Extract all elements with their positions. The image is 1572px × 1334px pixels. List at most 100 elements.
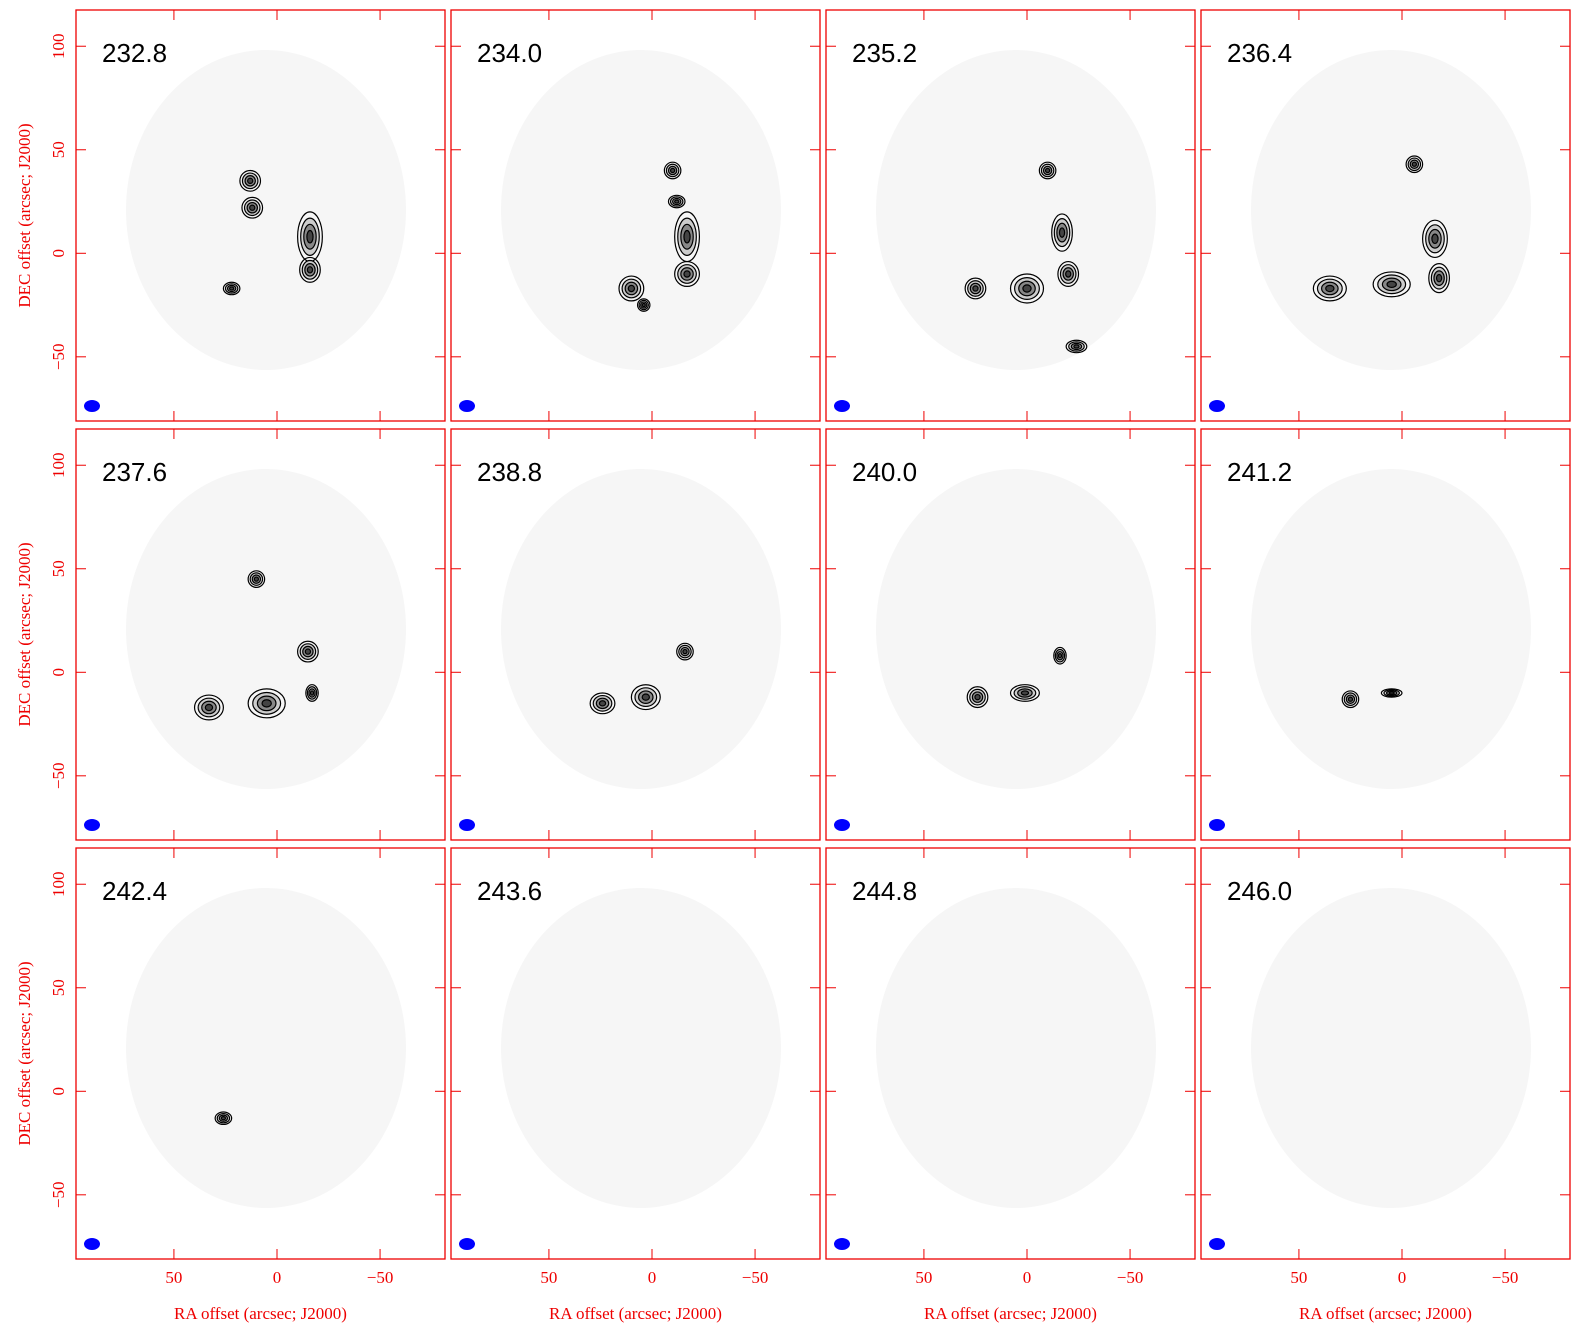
panel: 236.4 bbox=[1200, 9, 1571, 422]
x-tick-label: 0 bbox=[273, 1268, 282, 1287]
contour bbox=[1405, 155, 1424, 174]
y-tick-label: 50 bbox=[49, 979, 68, 996]
panel-frame bbox=[1200, 428, 1571, 841]
x-axis-label: RA offset (arcsec; J2000) bbox=[549, 1304, 722, 1323]
contour bbox=[220, 1116, 227, 1121]
beam bbox=[459, 819, 475, 831]
contour bbox=[1380, 688, 1403, 698]
contour bbox=[1065, 339, 1088, 354]
x-tick-label: 0 bbox=[1398, 1268, 1407, 1287]
contour bbox=[247, 688, 286, 719]
y-tick-label: −50 bbox=[49, 763, 68, 790]
contour bbox=[663, 161, 682, 180]
noise-field bbox=[126, 50, 406, 370]
x-tick-label: −50 bbox=[1117, 1268, 1144, 1287]
panel: 237.6 100 50 0 −50 DEC offset (arcsec; J2000) bbox=[15, 428, 446, 841]
contour bbox=[261, 699, 272, 708]
contour bbox=[305, 684, 319, 702]
x-tick-label: 50 bbox=[165, 1268, 182, 1287]
contour bbox=[239, 169, 262, 192]
beam bbox=[834, 819, 850, 831]
panel-frame bbox=[825, 9, 1196, 422]
contour bbox=[193, 694, 224, 721]
contour bbox=[964, 277, 987, 300]
noise-field bbox=[876, 888, 1156, 1208]
beam bbox=[84, 400, 100, 412]
contour bbox=[247, 570, 266, 588]
channel-label: 232.8 bbox=[102, 38, 167, 68]
contour bbox=[1038, 161, 1057, 180]
contour bbox=[1388, 691, 1395, 695]
contour bbox=[974, 693, 981, 701]
contour bbox=[1009, 684, 1040, 702]
contour bbox=[1428, 263, 1450, 294]
y-tick-label: 100 bbox=[49, 871, 68, 897]
panel-frame bbox=[825, 428, 1196, 841]
noise-field bbox=[876, 469, 1156, 789]
panel: 242.4 50 0 −50 100 50 0 −50 RA offset (arcsec; J… bbox=[15, 847, 446, 1323]
contour bbox=[306, 229, 314, 244]
noise-field bbox=[1251, 469, 1531, 789]
panel: 235.2 bbox=[825, 9, 1196, 422]
beam bbox=[1209, 400, 1225, 412]
noise-field bbox=[501, 50, 781, 370]
contour bbox=[1022, 284, 1032, 293]
contour bbox=[306, 266, 314, 274]
x-axis-label: RA offset (arcsec; J2000) bbox=[174, 1304, 347, 1323]
contour bbox=[1341, 690, 1360, 709]
contour bbox=[1053, 646, 1067, 665]
x-tick-label: 0 bbox=[648, 1268, 657, 1287]
contour bbox=[589, 692, 616, 715]
y-tick-label: −50 bbox=[49, 344, 68, 371]
contour bbox=[1372, 271, 1411, 298]
beam bbox=[834, 400, 850, 412]
beam bbox=[1209, 1238, 1225, 1250]
contour bbox=[636, 298, 651, 312]
contour bbox=[641, 302, 646, 308]
channel-label: 238.8 bbox=[477, 457, 542, 487]
channel-label: 234.0 bbox=[477, 38, 542, 68]
panel: 243.6 50 0 −50 RA offset (arcsec; J2000) bbox=[450, 847, 821, 1323]
y-axis-label: DEC offset (arcsec; J2000) bbox=[15, 542, 34, 726]
panel: 240.0 bbox=[825, 428, 1196, 841]
contour bbox=[683, 229, 691, 244]
noise-field bbox=[501, 469, 781, 789]
contour bbox=[249, 204, 256, 211]
y-tick-label: −50 bbox=[49, 1182, 68, 1209]
contour bbox=[1347, 696, 1354, 702]
x-axis-label: RA offset (arcsec; J2000) bbox=[924, 1304, 1097, 1323]
panel: 241.2 bbox=[1200, 428, 1571, 841]
contour bbox=[1435, 273, 1443, 283]
beam bbox=[84, 1238, 100, 1250]
panel: 238.8 bbox=[450, 428, 821, 841]
x-tick-label: 0 bbox=[1023, 1268, 1032, 1287]
beam bbox=[459, 400, 475, 412]
channel-label: 235.2 bbox=[852, 38, 917, 68]
contour bbox=[1325, 284, 1335, 293]
contour bbox=[683, 270, 691, 278]
contour bbox=[966, 686, 989, 709]
panel-frame bbox=[825, 847, 1196, 1260]
x-tick-label: −50 bbox=[742, 1268, 769, 1287]
contour bbox=[297, 640, 319, 663]
y-tick-label: 0 bbox=[49, 1087, 68, 1096]
channel-label: 243.6 bbox=[477, 876, 542, 906]
y-tick-label: 100 bbox=[49, 452, 68, 478]
panel: 232.8 100 50 0 −50 DEC offset (arcsec; J2000) bbox=[15, 9, 446, 422]
noise-field bbox=[501, 888, 781, 1208]
beam bbox=[84, 819, 100, 831]
contour bbox=[241, 196, 264, 219]
panel: 244.8 50 0 −50 RA offset (arcsec; J2000) bbox=[825, 847, 1196, 1323]
contour bbox=[204, 703, 214, 712]
contour bbox=[1009, 273, 1045, 304]
contour bbox=[299, 256, 321, 283]
beam bbox=[834, 1238, 850, 1250]
panel-frame bbox=[1200, 9, 1571, 422]
contour bbox=[598, 700, 607, 707]
channel-label: 246.0 bbox=[1227, 876, 1292, 906]
panel-frame bbox=[75, 428, 446, 841]
contour bbox=[222, 281, 241, 296]
contour bbox=[1411, 161, 1418, 167]
contour bbox=[1058, 227, 1066, 238]
